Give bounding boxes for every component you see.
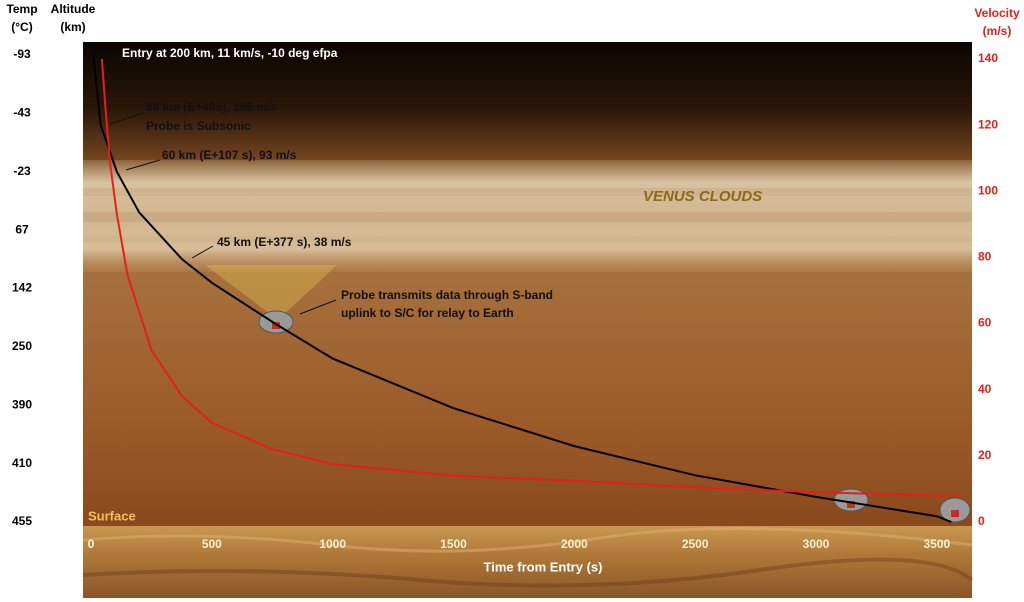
x-axis-title: Time from Entry (s) (484, 559, 603, 574)
temp-label: -93 (13, 47, 31, 61)
y2-tick-label: 0 (978, 514, 985, 528)
annotation: VENUS CLOUDS (643, 188, 762, 205)
y2-tick-label: 80 (978, 250, 992, 264)
y-tick-label: 80 (65, 47, 79, 61)
temp-title: Temp (6, 2, 37, 16)
x-tick-label: 0 (88, 537, 95, 551)
probe-icons (258, 310, 971, 523)
y2-tick-label: 60 (978, 316, 992, 330)
y-tick-label: 30 (65, 339, 79, 353)
y2-axis-title: (m/s) (983, 24, 1012, 38)
y2-axis-title: Velocity (974, 6, 1020, 20)
temp-label: 390 (12, 397, 32, 411)
annotation: Probe is Subsonic (146, 119, 251, 133)
x-tick-label: 500 (202, 537, 222, 551)
temp-label: -43 (13, 106, 31, 120)
temp-label: 250 (12, 339, 32, 353)
x-tick-label: 1500 (440, 537, 467, 551)
temp-label: 410 (12, 456, 32, 470)
y-tick-label: 20 (65, 397, 79, 411)
y-tick-label: 0 (71, 514, 78, 528)
data-line (100, 58, 961, 497)
temp-title: (°C) (11, 20, 32, 34)
annotation: uplink to S/C for relay to Earth (341, 306, 514, 320)
annotation: Entry at 200 km, 11 km/s, -10 deg efpa (122, 46, 338, 60)
annotation: 60 km (E+107 s), 93 m/s (162, 148, 297, 162)
y2-tick-label: 20 (978, 448, 992, 462)
temp-label: 455 (12, 514, 32, 528)
y2-tick-label: 120 (978, 117, 998, 131)
temp-label: 67 (15, 222, 29, 236)
x-tick-label: 3000 (803, 537, 830, 551)
annotation: Surface (88, 508, 136, 523)
x-tick-label: 2000 (561, 537, 588, 551)
data-line (92, 54, 952, 523)
annotation: Probe transmits data through S-band (341, 288, 553, 302)
annotation-arrows (109, 112, 337, 315)
y-tick-label: 60 (65, 164, 79, 178)
y-tick-label: 50 (65, 222, 79, 236)
x-tick-label: 3500 (923, 537, 950, 551)
y2-tick-label: 40 (978, 382, 992, 396)
y-tick-label: 10 (65, 456, 79, 470)
y-tick-label: 40 (65, 281, 79, 295)
y-tick-label: 70 (65, 106, 79, 120)
x-tick-label: 1000 (319, 537, 346, 551)
plot-background (82, 42, 974, 598)
temp-label: 142 (12, 281, 32, 295)
temp-label: -23 (13, 164, 31, 178)
x-tick-label: 2500 (682, 537, 709, 551)
y2-tick-label: 100 (978, 183, 998, 197)
annotation: 68 km (E+40s), 196 m/s (146, 100, 277, 114)
y-axis-title: Altitude (51, 2, 96, 16)
y2-tick-label: 140 (978, 51, 998, 65)
y-axis-title: (km) (60, 20, 85, 34)
annotation: 45 km (E+377 s), 38 m/s (217, 235, 352, 249)
